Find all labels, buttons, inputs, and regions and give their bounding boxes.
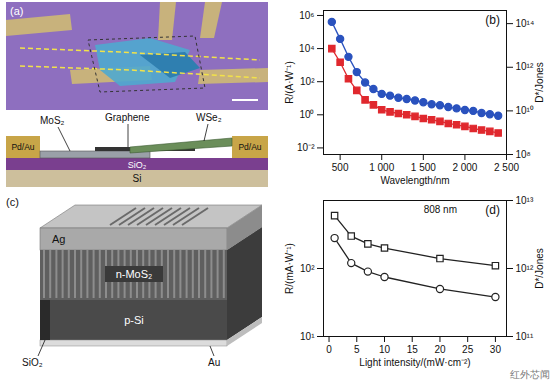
svg-text:D*/Jones: D*/Jones (534, 248, 545, 289)
svg-text:2 000: 2 000 (452, 162, 477, 173)
svg-text:D*/Jones: D*/Jones (534, 62, 545, 103)
svg-text:Light intensity/(mW·cm⁻²): Light intensity/(mW·cm⁻²) (359, 357, 470, 368)
svg-text:1 000: 1 000 (369, 162, 394, 173)
svg-text:Ag: Ag (52, 233, 65, 245)
svg-text:R/(mA·W⁻¹): R/(mA·W⁻¹) (284, 243, 295, 294)
svg-text:30: 30 (490, 344, 502, 355)
svg-text:MoS₂: MoS₂ (40, 115, 65, 126)
svg-text:15: 15 (407, 344, 419, 355)
svg-text:WSe₂: WSe₂ (196, 112, 222, 123)
svg-text:10¹: 10¹ (300, 331, 315, 342)
svg-text:10¹³: 10¹³ (516, 195, 534, 206)
svg-text:Wavelength/nm: Wavelength/nm (380, 175, 449, 186)
svg-text:10¹⁴: 10¹⁴ (516, 18, 535, 29)
svg-text:R/(A·W⁻¹): R/(A·W⁻¹) (284, 61, 295, 103)
svg-text:p-Si: p-Si (124, 314, 144, 326)
svg-text:20: 20 (434, 344, 446, 355)
svg-text:Au: Au (208, 357, 220, 368)
svg-text:10¹²: 10¹² (516, 61, 534, 72)
svg-text:5: 5 (354, 344, 360, 355)
svg-text:n-MoS₂: n-MoS₂ (116, 268, 153, 280)
svg-text:SiO₂: SiO₂ (22, 357, 43, 368)
svg-text:10⁻²: 10⁻² (297, 142, 315, 153)
svg-text:10¹⁰: 10¹⁰ (516, 105, 534, 116)
html-text:(d): (d) (485, 203, 500, 217)
svg-text:0: 0 (326, 344, 332, 355)
svg-text:(a): (a) (10, 5, 23, 17)
svg-text:SiO₂: SiO₂ (128, 160, 147, 170)
svg-text:10²: 10² (300, 263, 315, 274)
svg-text:10¹²: 10¹² (516, 263, 534, 274)
svg-text:1 500: 1 500 (411, 162, 436, 173)
svg-text:2 500: 2 500 (494, 162, 519, 173)
svg-text:Graphene: Graphene (105, 112, 150, 123)
svg-text:(c): (c) (6, 196, 19, 208)
html-text:红外芯闻: 红外芯闻 (510, 369, 550, 380)
svg-text:Pd/Au: Pd/Au (11, 142, 34, 152)
svg-text:10: 10 (379, 344, 391, 355)
svg-text:10⁰: 10⁰ (299, 109, 314, 120)
svg-text:Pd/Au: Pd/Au (238, 142, 261, 152)
svg-text:10¹¹: 10¹¹ (516, 331, 534, 342)
svg-text:10²: 10² (300, 76, 315, 87)
svg-text:Si: Si (133, 173, 142, 184)
svg-text:10⁶: 10⁶ (299, 10, 314, 21)
svg-text:25: 25 (462, 344, 474, 355)
html-text:808 nm: 808 nm (423, 204, 457, 215)
svg-text:10⁸: 10⁸ (516, 149, 531, 160)
svg-text:500: 500 (332, 162, 349, 173)
html-text:(b): (b) (485, 13, 500, 27)
svg-text:10⁴: 10⁴ (299, 43, 314, 54)
